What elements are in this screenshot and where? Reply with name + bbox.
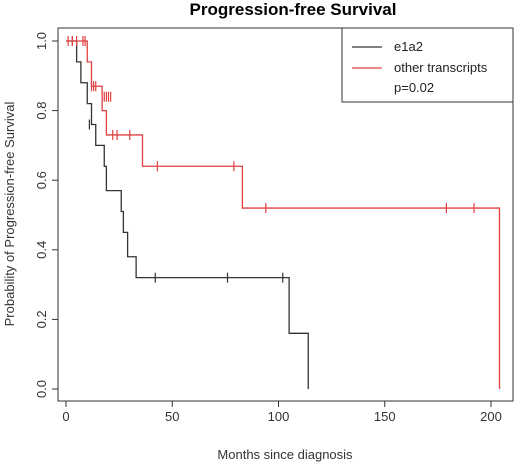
x-tick-label: 150 [374, 409, 396, 424]
p-value-annotation: p=0.02 [394, 80, 434, 95]
y-axis-label: Probability of Progression-free Survival [2, 102, 17, 327]
y-tick-label: 0.2 [34, 310, 49, 328]
series-layer [66, 36, 501, 389]
y-tick-label: 0.0 [34, 380, 49, 398]
x-tick-label: 0 [62, 409, 69, 424]
x-tick-label: 200 [480, 409, 502, 424]
legend: e1a2 other transcripts p=0.02 [341, 27, 514, 103]
x-axis: 0 50 100 150 200 [62, 401, 502, 424]
survival-curve-other-transcripts [66, 40, 501, 389]
plot-frame [57, 27, 514, 402]
x-tick-label: 50 [165, 409, 179, 424]
chart-title: Progression-free Survival [190, 0, 397, 19]
x-axis-label: Months since diagnosis [217, 447, 353, 462]
legend-box [341, 27, 514, 103]
y-tick-label: 0.6 [34, 171, 49, 189]
y-axis: 0.0 0.2 0.4 0.6 0.8 1.0 [34, 32, 58, 398]
legend-label-other-transcripts: other transcripts [394, 60, 488, 75]
survival-curve-e1a2 [66, 40, 309, 389]
y-tick-label: 0.4 [34, 241, 49, 259]
x-tick-label: 100 [268, 409, 290, 424]
y-tick-label: 1.0 [34, 32, 49, 50]
y-tick-label: 0.8 [34, 102, 49, 120]
legend-label-e1a2: e1a2 [394, 39, 423, 54]
